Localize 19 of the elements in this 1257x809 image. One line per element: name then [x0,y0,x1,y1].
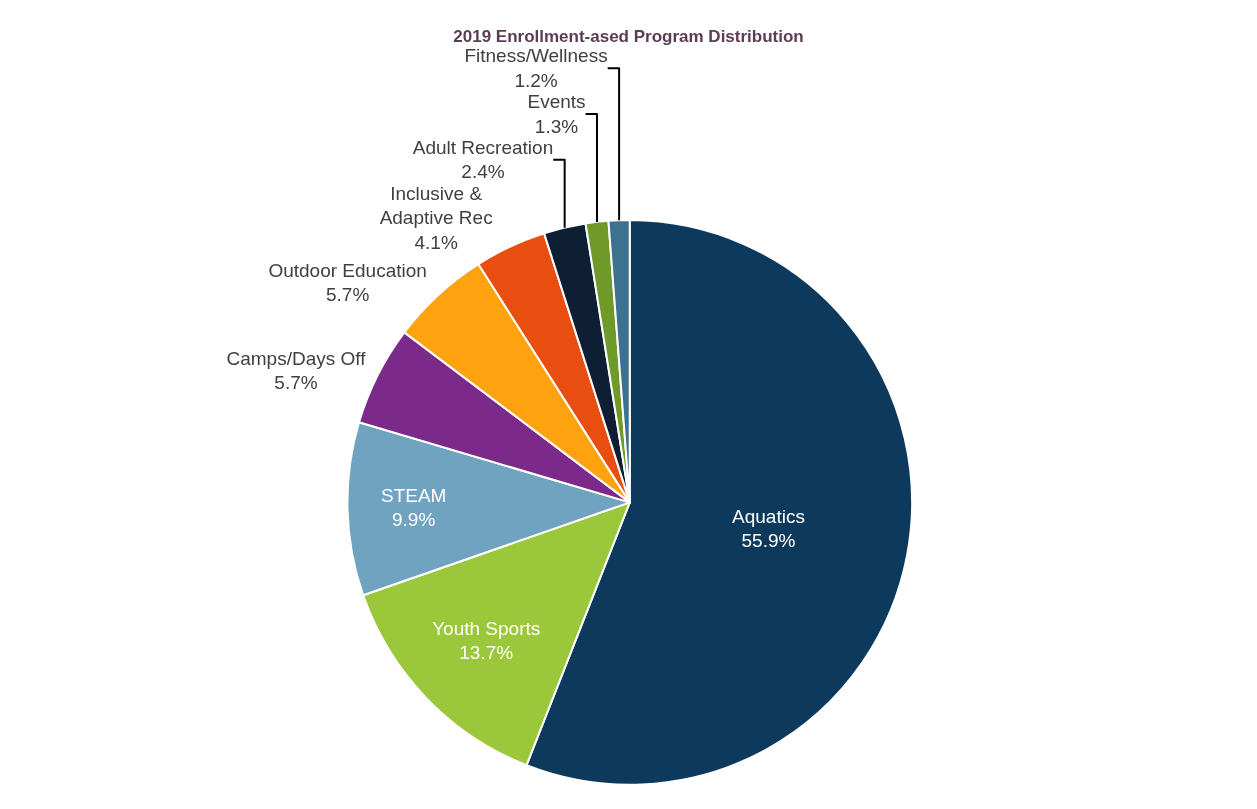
data-label: 4.1% [414,231,458,253]
slice-label: Events [527,91,586,113]
slice-label: Youth Sports [432,617,541,639]
slice-label: Camps/Days Off [226,347,367,369]
data-label: 1.3% [534,115,579,137]
slice-label: STEAM [380,484,447,506]
data-label: 9.9% [392,509,436,531]
data-label: 55.9% [741,530,796,552]
data-label: 5.7% [274,372,318,394]
slice-label: Adult Recreation [412,136,554,158]
data-label: 5.7% [325,284,370,306]
slice-label: Fitness/Wellness [464,45,608,67]
data-label: 1.2% [514,70,558,92]
chart-title: 2019 Enrollment-ased Program Distribution [453,27,804,47]
slice-label: Aquatics [732,505,805,527]
data-label: 2.4% [461,161,505,183]
data-label: 13.7% [459,642,514,664]
slice-label: Inclusive & Adaptive Rec [379,182,493,229]
slice-label: Outdoor Education [268,259,427,281]
